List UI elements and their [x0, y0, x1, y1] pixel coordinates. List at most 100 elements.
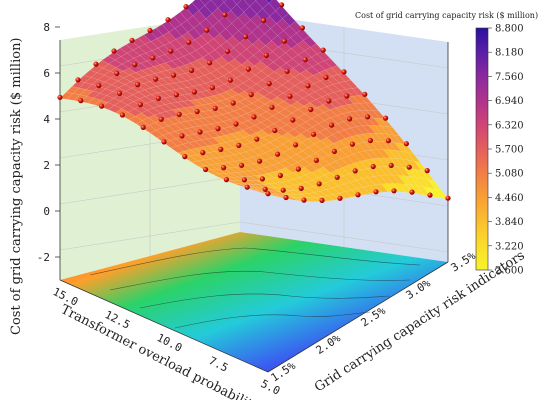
data-point	[385, 138, 391, 144]
surface-patch	[170, 101, 185, 109]
surface-patch	[372, 166, 387, 176]
data-point	[254, 136, 260, 142]
data-point	[313, 157, 319, 163]
surface-patch	[218, 83, 232, 92]
data-point	[222, 12, 228, 18]
surface-patch	[259, 160, 273, 168]
colorbar-title: Cost of grid carrying capacity risk ($ m…	[355, 11, 538, 20]
data-point	[293, 142, 299, 148]
surface-patch	[99, 88, 114, 96]
surface-patch	[280, 174, 294, 182]
data-point	[277, 172, 283, 179]
colorbar-ticks: 8.800 8.180 7.560 6.940 6.320 5.700 5.080 4.460…	[488, 24, 524, 277]
surface-patch	[280, 72, 295, 82]
data-point	[280, 187, 286, 193]
surface-patch	[191, 118, 206, 127]
data-point	[245, 66, 251, 72]
data-point	[204, 27, 210, 33]
surface-patch	[111, 80, 126, 88]
surface-patch	[200, 97, 215, 105]
z-tick-label: 0	[43, 205, 50, 218]
surface-patch	[104, 77, 119, 85]
surface-patch	[331, 123, 345, 133]
surface-patch	[288, 85, 303, 94]
data-point	[355, 192, 361, 198]
surface-patch	[182, 100, 197, 107]
data-point	[158, 116, 164, 122]
data-point	[284, 68, 290, 74]
data-point	[129, 37, 135, 43]
data-point	[75, 77, 81, 83]
surface-patch	[196, 111, 211, 119]
data-point	[370, 163, 376, 170]
surface-patch	[307, 135, 321, 145]
data-point	[194, 108, 200, 115]
y-tick-label: 3.5%	[449, 249, 479, 275]
surface-patch	[161, 125, 176, 134]
data-point	[212, 105, 218, 111]
surface-patch	[138, 44, 153, 54]
data-point	[331, 148, 337, 154]
data-point	[269, 104, 275, 110]
data-point	[409, 189, 415, 195]
data-point	[165, 17, 171, 23]
data-point	[334, 174, 340, 180]
surface-patch	[197, 118, 212, 126]
data-point	[320, 47, 326, 53]
surface-patch	[170, 145, 185, 153]
data-point	[388, 162, 394, 168]
data-point	[367, 137, 373, 144]
surface-patch	[185, 119, 200, 128]
surface-patch	[162, 83, 176, 91]
surface-patch	[265, 40, 279, 52]
z-tick-label: 4	[43, 113, 50, 126]
floor-contour	[60, 232, 448, 372]
data-point	[223, 177, 229, 183]
surface-patch	[319, 128, 333, 138]
surface-patch	[286, 172, 300, 180]
data-point	[150, 55, 156, 61]
data-point	[57, 94, 63, 100]
data-point	[295, 166, 301, 172]
data-point	[248, 92, 254, 98]
surface-patch	[274, 76, 289, 86]
colorbar-tick-label: 3.220	[495, 241, 524, 252]
colorbar-tick-label: 5.700	[495, 145, 524, 156]
surface-patch	[345, 88, 360, 97]
surface-patch	[89, 64, 104, 73]
surface-patch	[233, 108, 248, 116]
data-point	[114, 70, 120, 76]
colorbar-tick-label: 6.940	[495, 96, 524, 107]
surface-patch	[168, 82, 182, 90]
surface-patch	[345, 136, 359, 146]
surface-patch	[229, 167, 243, 173]
data-point	[209, 85, 215, 91]
data-point	[329, 122, 335, 128]
data-point	[308, 106, 314, 113]
surface-patch	[122, 111, 136, 120]
data-point	[349, 141, 355, 147]
data-point	[326, 98, 332, 104]
surface-patch	[348, 110, 362, 119]
surface-patch	[202, 110, 217, 118]
surface-patch	[178, 114, 193, 122]
surface-patch	[184, 113, 199, 121]
surface-patch	[313, 80, 328, 90]
surface-patch	[348, 171, 363, 181]
data-point	[323, 74, 329, 80]
data-point	[305, 83, 311, 89]
data-point	[275, 151, 281, 157]
box-frame	[59, 40, 449, 373]
data-point	[137, 102, 143, 108]
data-point	[287, 93, 293, 99]
surface-patch	[108, 105, 122, 113]
surface-patch	[237, 11, 251, 26]
surface-patch	[346, 145, 360, 155]
surface-patch	[396, 166, 411, 177]
data-point	[78, 98, 84, 104]
data-point	[301, 197, 307, 203]
surface-patch	[182, 93, 196, 101]
z-tick-label: 2	[43, 159, 50, 172]
surface-patch	[268, 80, 283, 90]
